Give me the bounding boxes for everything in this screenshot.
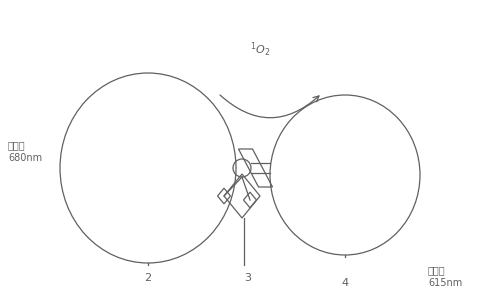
Text: 2: 2 xyxy=(144,273,151,283)
Text: 4: 4 xyxy=(342,278,349,288)
Text: 3: 3 xyxy=(245,273,251,283)
Text: $^1O_2$: $^1O_2$ xyxy=(250,41,270,59)
Text: 发射光
615nm: 发射光 615nm xyxy=(428,265,462,288)
Text: 濃发光
680nm: 濃发光 680nm xyxy=(8,140,42,163)
FancyArrowPatch shape xyxy=(220,95,319,118)
